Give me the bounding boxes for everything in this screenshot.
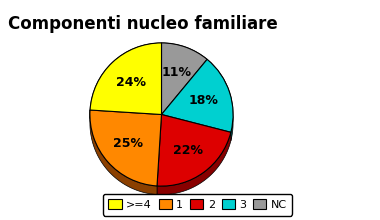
Text: 24%: 24% [116, 76, 146, 89]
Polygon shape [207, 59, 233, 141]
Wedge shape [90, 110, 162, 186]
Legend: >=4, 1, 2, 3, NC: >=4, 1, 2, 3, NC [103, 194, 293, 216]
Text: Componenti nucleo familiare: Componenti nucleo familiare [8, 15, 277, 33]
Wedge shape [157, 114, 231, 186]
Polygon shape [90, 110, 157, 194]
Polygon shape [162, 43, 207, 68]
Text: 22%: 22% [173, 144, 203, 157]
Polygon shape [90, 43, 162, 119]
Wedge shape [90, 43, 162, 114]
Text: 25%: 25% [113, 137, 143, 150]
Wedge shape [162, 43, 207, 114]
Wedge shape [162, 59, 233, 132]
Text: 18%: 18% [189, 94, 218, 107]
Text: 11%: 11% [162, 66, 192, 79]
Polygon shape [157, 132, 231, 195]
